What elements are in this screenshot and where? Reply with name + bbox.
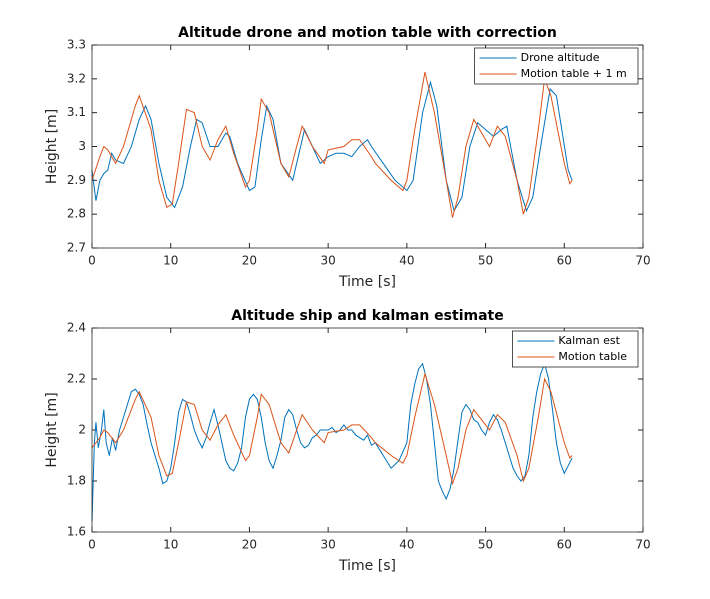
chart-title: Altitude drone and motion table with cor…	[178, 25, 557, 41]
legend-label: Kalman est	[558, 334, 620, 347]
legend-label: Motion table	[558, 350, 627, 363]
data-line	[91, 71, 573, 218]
axes-box	[91, 327, 644, 533]
y-tick-label: 2.9	[67, 173, 86, 187]
y-tick-label: 3.3	[67, 38, 86, 52]
legend-label: Drone altitude	[521, 51, 600, 64]
axes-box	[91, 44, 644, 249]
x-tick-label: 30	[321, 254, 336, 268]
x-axis-label: Time [s]	[338, 274, 396, 290]
data-line	[91, 371, 573, 486]
y-tick-label: 3.2	[67, 71, 86, 85]
y-tick-label: 2	[78, 423, 86, 437]
legend-box	[474, 47, 639, 85]
y-axis-label: Height [m]	[44, 109, 60, 184]
y-tick-label: 3.1	[67, 105, 86, 119]
y-tick-label: 2.2	[67, 372, 86, 386]
y-tick-label: 1.6	[67, 525, 86, 539]
x-tick-label: 40	[399, 538, 414, 552]
x-tick-label: 50	[478, 254, 493, 268]
x-tick-label: 60	[557, 254, 572, 268]
x-tick-label: 70	[635, 538, 650, 552]
y-tick-label: 3	[78, 139, 86, 153]
x-tick-label: 0	[88, 254, 96, 268]
x-tick-label: 40	[399, 254, 414, 268]
chart-title: Altitude ship and kalman estimate	[231, 308, 503, 324]
y-tick-label: 2.7	[67, 241, 86, 255]
y-tick-label: 2.4	[67, 321, 86, 335]
x-tick-label: 50	[478, 538, 493, 552]
y-axis-label: Height [m]	[44, 392, 60, 467]
data-line	[91, 362, 573, 522]
x-tick-label: 20	[242, 538, 257, 552]
legend-box	[512, 330, 639, 368]
y-tick-label: 2.8	[67, 207, 86, 221]
x-tick-label: 20	[242, 254, 257, 268]
x-axis-label: Time [s]	[338, 558, 396, 574]
legend-label: Motion table + 1 m	[521, 67, 627, 80]
x-tick-label: 60	[557, 538, 572, 552]
x-tick-label: 70	[635, 254, 650, 268]
x-tick-label: 10	[163, 538, 178, 552]
x-tick-label: 0	[88, 538, 96, 552]
y-tick-label: 1.8	[67, 474, 86, 488]
x-tick-label: 10	[163, 254, 178, 268]
x-tick-label: 30	[321, 538, 336, 552]
